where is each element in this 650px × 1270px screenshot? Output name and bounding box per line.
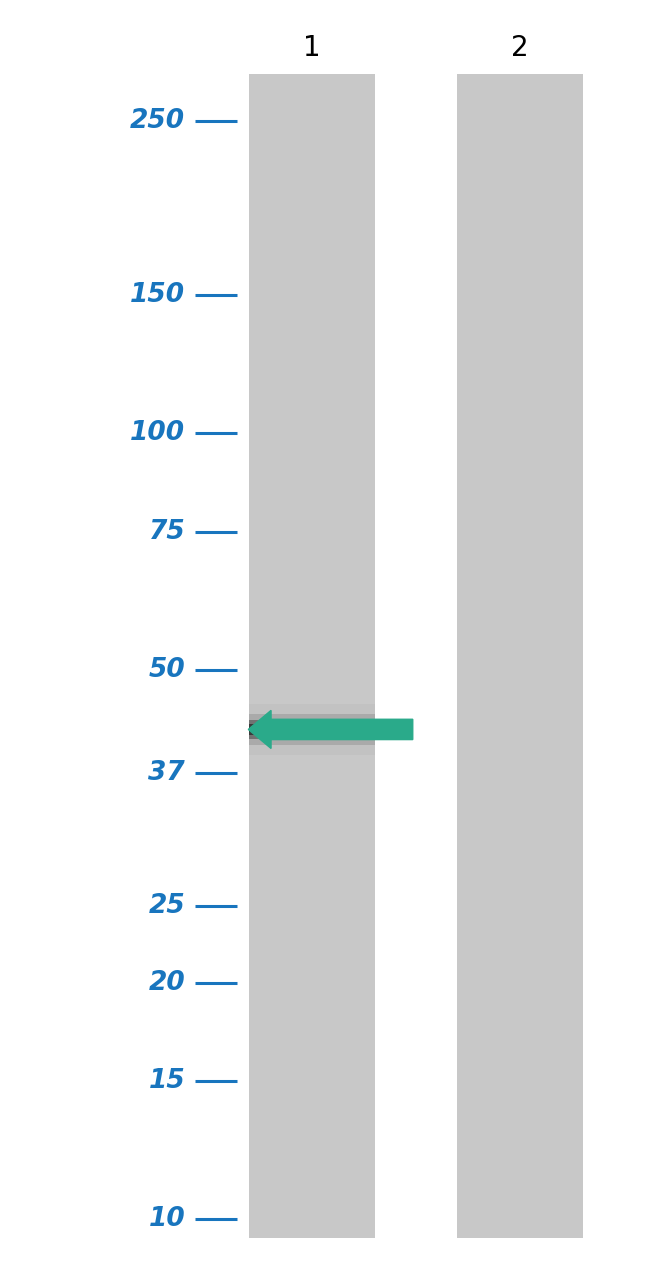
Bar	[248, 724, 375, 734]
Text: 150: 150	[130, 282, 185, 309]
Bar	[456, 74, 584, 1238]
Text: 1: 1	[303, 34, 321, 62]
Text: 37: 37	[148, 759, 185, 786]
Text: 100: 100	[130, 420, 185, 446]
FancyArrow shape	[248, 710, 413, 748]
Bar	[248, 74, 375, 1238]
Text: 75: 75	[148, 518, 185, 545]
Bar	[248, 720, 375, 739]
Text: 15: 15	[148, 1068, 185, 1093]
Text: 50: 50	[148, 657, 185, 683]
Bar	[248, 714, 375, 744]
Text: 2: 2	[511, 34, 529, 62]
Bar	[248, 726, 375, 732]
Text: 10: 10	[148, 1206, 185, 1232]
Bar	[248, 704, 375, 754]
Text: 25: 25	[148, 894, 185, 919]
Text: 20: 20	[148, 969, 185, 996]
Text: 250: 250	[130, 108, 185, 133]
